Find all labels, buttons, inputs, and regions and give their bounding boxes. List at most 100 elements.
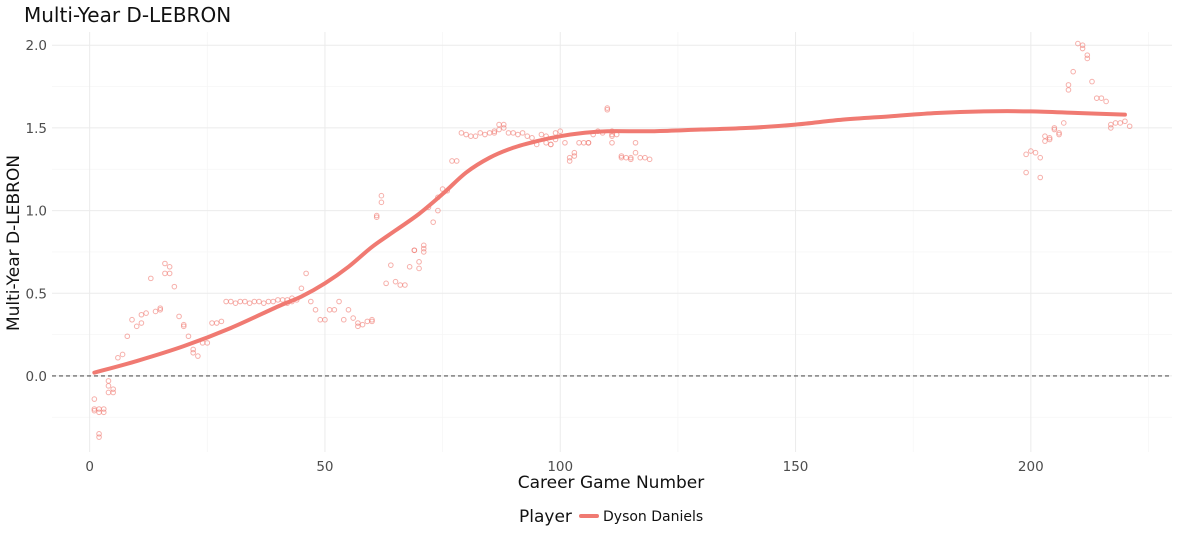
data-points <box>91 40 1133 440</box>
data-point <box>1079 45 1086 52</box>
data-point <box>110 389 116 396</box>
data-point <box>190 349 196 356</box>
data-point <box>1075 40 1081 47</box>
legend-label: Dyson Daniels <box>603 509 703 525</box>
data-point <box>119 351 126 358</box>
data-point <box>1093 95 1100 101</box>
axes: 0 50 100 150 200 0.0 0.5 1.0 1.5 2.0 <box>26 38 1172 475</box>
data-point <box>166 270 173 277</box>
data-point <box>468 133 474 139</box>
data-point <box>133 323 140 330</box>
data-point <box>1056 130 1062 136</box>
data-point <box>176 313 182 320</box>
data-point <box>646 156 653 163</box>
data-point <box>628 154 634 161</box>
data-point <box>275 297 281 303</box>
data-point <box>482 131 488 138</box>
data-point <box>138 311 145 318</box>
data-point <box>491 130 498 136</box>
data-point <box>1037 154 1044 161</box>
data-point <box>1108 121 1114 128</box>
legend-title: Player <box>519 507 572 527</box>
data-point <box>246 300 253 306</box>
data-point <box>1112 120 1119 126</box>
data-point <box>256 298 262 305</box>
data-point <box>100 406 107 412</box>
data-point <box>628 156 634 163</box>
data-point <box>166 264 173 270</box>
data-point <box>406 264 413 270</box>
data-point <box>557 128 564 135</box>
data-point <box>91 407 98 414</box>
data-point <box>195 353 201 359</box>
data-point <box>562 139 568 146</box>
data-point <box>392 278 399 285</box>
data-point <box>326 306 333 313</box>
data-point <box>388 262 394 268</box>
data-point <box>331 306 338 313</box>
y-tick-label: 1.5 <box>26 121 47 137</box>
data-point <box>152 308 159 315</box>
data-point <box>369 318 375 325</box>
data-point <box>223 298 229 305</box>
data-point <box>524 133 531 139</box>
data-point <box>420 249 427 255</box>
data-point <box>548 141 554 148</box>
data-point <box>260 300 267 306</box>
data-point <box>105 389 112 396</box>
data-point <box>232 300 239 306</box>
data-point <box>359 321 366 328</box>
data-point <box>96 409 102 416</box>
data-point <box>519 130 526 136</box>
data-point <box>416 259 422 265</box>
data-point <box>345 306 352 313</box>
data-point <box>185 333 192 340</box>
data-point <box>317 316 324 323</box>
data-point <box>157 306 164 313</box>
data-point <box>623 154 629 161</box>
data-point <box>435 207 441 214</box>
data-point <box>369 316 375 323</box>
data-point <box>96 434 102 440</box>
data-point <box>571 153 578 159</box>
data-point <box>209 320 215 326</box>
x-tick-label: 200 <box>1018 459 1044 475</box>
data-point <box>1046 135 1053 141</box>
data-point <box>110 386 116 392</box>
data-point <box>576 139 582 146</box>
data-point <box>270 298 276 305</box>
data-point <box>463 131 469 138</box>
data-point <box>1046 136 1053 143</box>
data-point <box>637 154 644 161</box>
data-point <box>453 158 460 164</box>
data-point <box>585 139 592 146</box>
trend-line-group <box>92 109 1127 375</box>
x-tick-label: 100 <box>547 459 573 475</box>
data-point <box>148 275 154 282</box>
data-point <box>350 315 356 321</box>
data-point <box>228 298 234 305</box>
data-point <box>472 133 479 139</box>
data-point <box>138 320 145 326</box>
trend-line <box>92 109 1127 375</box>
grid <box>52 32 1172 452</box>
data-point <box>105 383 112 389</box>
data-point <box>566 158 573 164</box>
data-point <box>171 283 178 290</box>
data-point <box>1070 68 1076 75</box>
data-point <box>642 154 648 161</box>
data-point <box>373 212 380 219</box>
data-point <box>162 260 168 267</box>
data-point <box>124 333 131 340</box>
data-point <box>609 139 615 146</box>
data-point <box>190 346 196 353</box>
data-point <box>355 320 361 326</box>
data-point <box>571 149 578 156</box>
data-point <box>477 130 484 136</box>
data-point <box>1060 120 1067 126</box>
data-point <box>100 409 107 416</box>
data-point <box>500 125 507 131</box>
legend: Player Dyson Daniels <box>519 507 703 527</box>
data-point <box>1028 148 1034 154</box>
data-point <box>1023 151 1029 158</box>
